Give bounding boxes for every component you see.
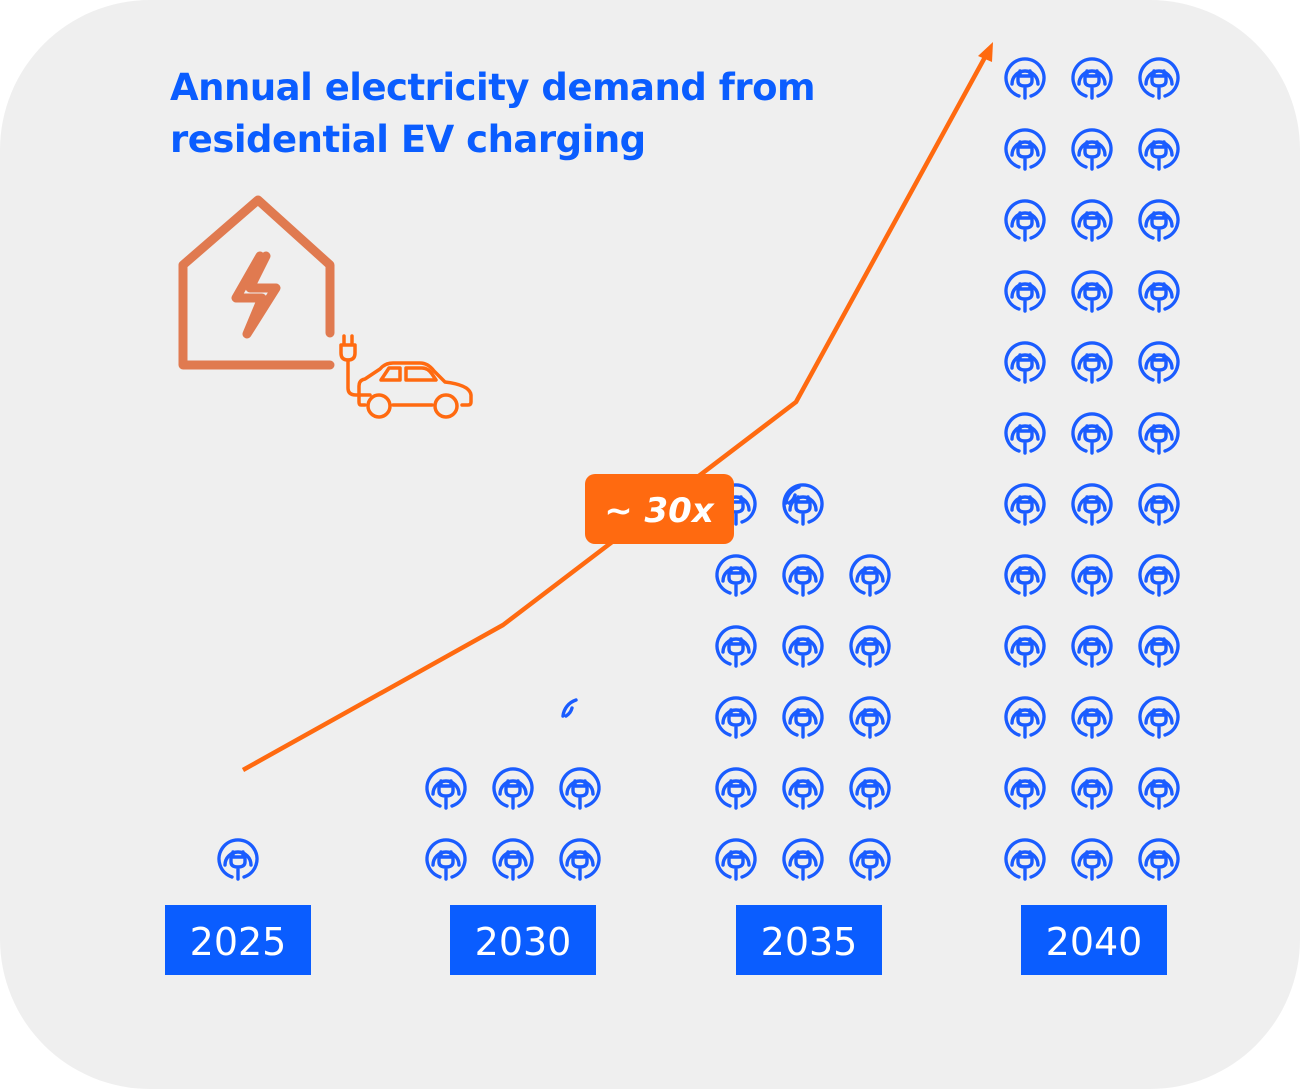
ev-charging-plug-icon (492, 838, 534, 881)
year-label-2040: 2040 (1046, 920, 1143, 964)
ev-charging-plug-icon (1071, 838, 1113, 881)
ev-charging-plug-icon (561, 698, 578, 718)
ev-charging-plug-icon (849, 554, 891, 597)
ev-charging-plug-icon (1004, 412, 1046, 455)
year-label-2025: 2025 (190, 920, 287, 964)
ev-charging-plug-icon (849, 625, 891, 668)
ev-charging-plug-icon (1138, 625, 1180, 668)
ev-charging-plug-icon (782, 625, 824, 668)
year-box-2040: 2040 (1021, 905, 1167, 975)
ev-charging-plug-icon (1004, 625, 1046, 668)
house-charging-car-icon (178, 195, 473, 419)
ev-charging-plug-icon (1138, 483, 1180, 526)
ev-charging-plug-icon (425, 767, 467, 810)
ev-charging-plug-icon (715, 625, 757, 668)
icon-group-2025 (217, 838, 259, 881)
ev-charging-plug-icon (849, 696, 891, 739)
ev-charging-plug-icon (1071, 270, 1113, 313)
ev-charging-plug-icon (1138, 270, 1180, 313)
ev-charging-plug-icon (1138, 57, 1180, 100)
icon-group-2030 (425, 698, 601, 881)
ev-charging-plug-icon (1071, 412, 1113, 455)
ev-charging-plug-icon (715, 696, 757, 739)
ev-charging-plug-icon (782, 696, 824, 739)
ev-charging-plug-icon (559, 767, 601, 810)
ev-charging-plug-icon (1138, 767, 1180, 810)
ev-charging-plug-icon (1004, 696, 1046, 739)
ev-charging-plug-icon (849, 838, 891, 881)
ev-charging-plug-icon (1071, 57, 1113, 100)
ev-charging-plug-icon (1138, 838, 1180, 881)
ev-charging-plug-icon (782, 483, 824, 526)
ev-charging-plug-icon (1004, 270, 1046, 313)
ev-charging-plug-icon (1138, 341, 1180, 384)
ev-charging-plug-icon (1071, 554, 1113, 597)
ev-charging-plug-icon (1071, 483, 1113, 526)
ev-charging-plug-icon (1138, 554, 1180, 597)
year-box-2025: 2025 (165, 905, 311, 975)
ev-charging-plug-icon (1071, 341, 1113, 384)
ev-charging-plug-icon (1071, 199, 1113, 242)
ev-charging-plug-icon (782, 838, 824, 881)
year-label-2035: 2035 (761, 920, 858, 964)
growth-badge-label: ~ 30x (604, 491, 715, 531)
ev-charging-plug-icon (1004, 199, 1046, 242)
ev-charging-plug-icon (492, 767, 534, 810)
trend-arrow-head (978, 42, 993, 62)
ev-charging-plug-icon (1071, 625, 1113, 668)
icon-group-2040 (1004, 57, 1180, 881)
ev-charging-plug-icon (715, 767, 757, 810)
ev-charging-plug-icon (849, 767, 891, 810)
ev-charging-plug-icon (425, 838, 467, 881)
ev-charging-plug-icon (782, 767, 824, 810)
chart-title-line-1: Annual electricity demand from (170, 66, 816, 109)
ev-charging-plug-icon (715, 554, 757, 597)
ev-charging-plug-icon (1138, 412, 1180, 455)
ev-charging-plug-icon (715, 838, 757, 881)
ev-charging-plug-icon (1004, 57, 1046, 100)
year-box-2030: 2030 (450, 905, 596, 975)
year-label-2030: 2030 (475, 920, 572, 964)
ev-charging-plug-icon (1138, 128, 1180, 171)
ev-charging-plug-icon (1071, 128, 1113, 171)
icon-group-2035 (715, 483, 891, 881)
ev-charging-plug-icon (1004, 128, 1046, 171)
ev-charging-plug-icon (1071, 696, 1113, 739)
ev-charging-plug-icon (784, 485, 801, 505)
ev-charging-plug-icon (1004, 554, 1046, 597)
growth-badge: ~ 30x (585, 474, 734, 544)
ev-charging-plug-icon (1004, 341, 1046, 384)
ev-charging-plug-icon (559, 838, 601, 881)
ev-charging-plug-icon (1004, 767, 1046, 810)
chart-title-line-2: residential EV charging (170, 118, 646, 161)
chart-title: Annual electricity demand from residenti… (170, 62, 816, 166)
ev-charging-plug-icon (217, 838, 259, 881)
ev-charging-plug-icon (1071, 767, 1113, 810)
ev-charging-plug-icon (782, 554, 824, 597)
ev-charging-plug-icon (1138, 696, 1180, 739)
ev-charging-plug-icon (1138, 199, 1180, 242)
year-box-2035: 2035 (736, 905, 882, 975)
car-plug-icon (339, 334, 473, 419)
house-lightning-icon (178, 195, 335, 370)
ev-charging-plug-icon (1004, 483, 1046, 526)
ev-charging-plug-icon (1004, 838, 1046, 881)
